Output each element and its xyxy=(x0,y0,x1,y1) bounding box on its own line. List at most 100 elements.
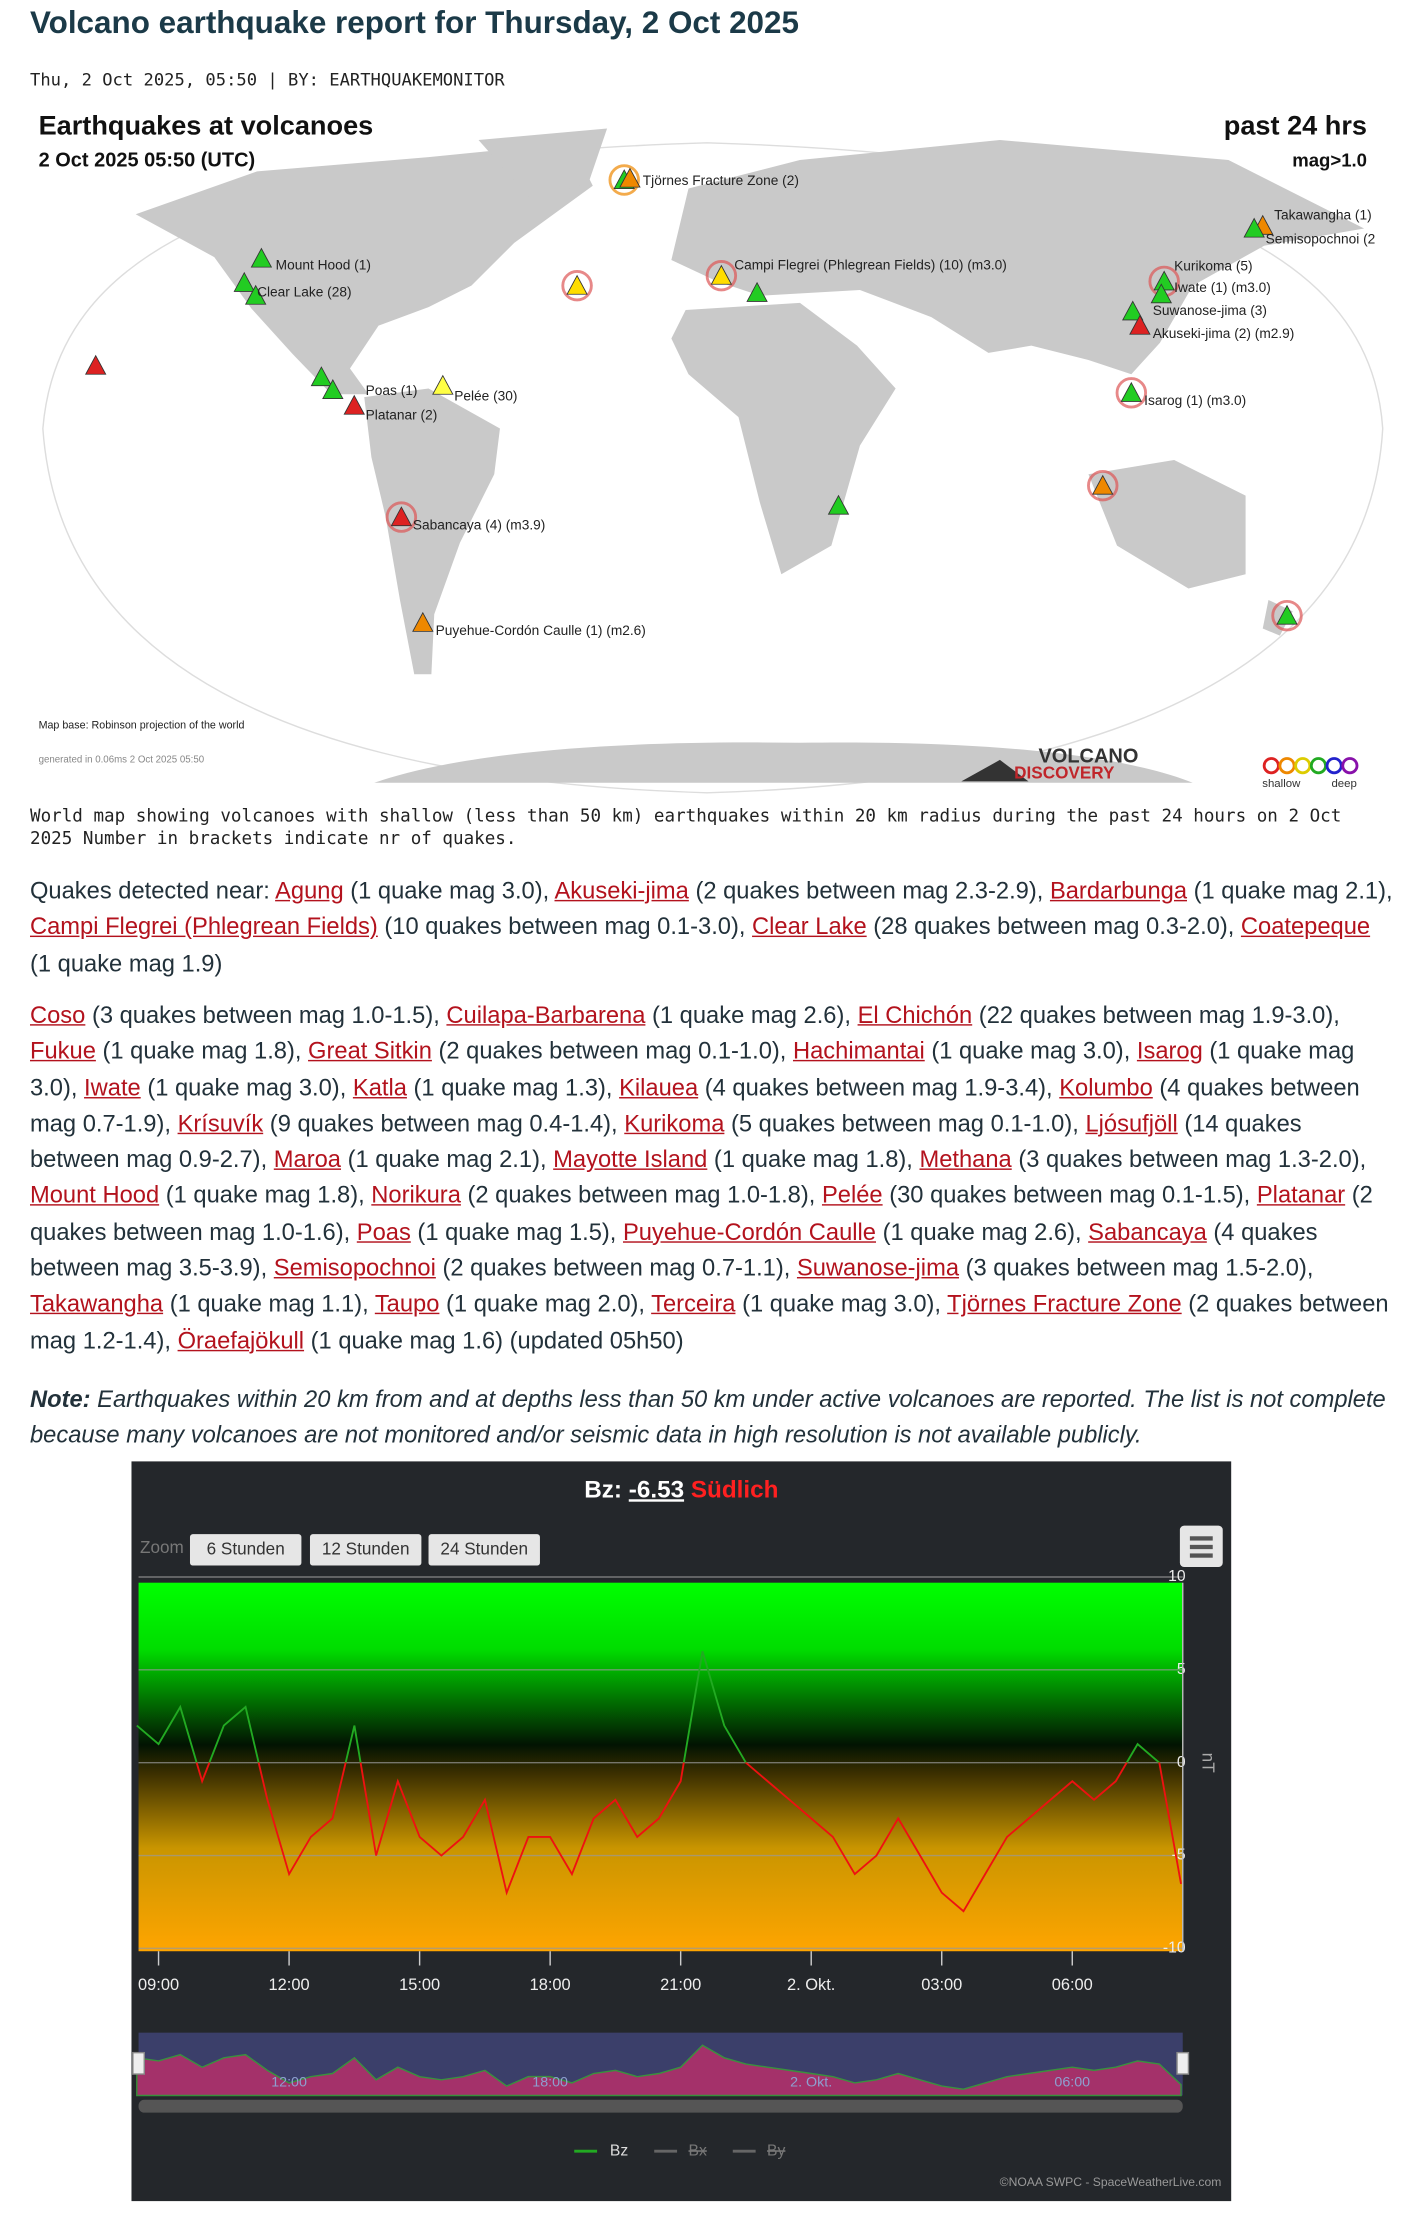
volcano-link[interactable]: Platanar xyxy=(1256,1182,1346,1210)
map-label: Iwate (1) (m3.0) xyxy=(1174,280,1271,295)
y-tick-label: 0 xyxy=(1177,1754,1186,1771)
map-label: Suwanose-jima (3) xyxy=(1153,303,1267,318)
marker-ring xyxy=(1115,377,1148,409)
logo-top: VOLCANO xyxy=(1038,745,1138,767)
menu-icon-bar xyxy=(1189,1536,1213,1541)
volcano-link[interactable]: Semisopochnoi xyxy=(273,1254,436,1282)
quake-detail: (1 quake mag 2.1), xyxy=(347,1145,547,1174)
x-tick-label: 18:00 xyxy=(530,1976,571,1994)
x-tick-label: 03:00 xyxy=(921,1976,962,1994)
volcano-marker xyxy=(746,281,768,302)
volcano-link[interactable]: Kurikoma xyxy=(624,1109,725,1137)
logo-bottom: DISCOVERY xyxy=(1014,763,1115,783)
title-part: -6.53 xyxy=(629,1477,684,1504)
volcano-link[interactable]: Iwate xyxy=(84,1073,141,1101)
quake-detail: (1 quake mag 2.1), xyxy=(1193,877,1393,905)
navigator-label: 18:00 xyxy=(532,2074,568,2090)
volcano-marker xyxy=(250,247,273,268)
volcano-link[interactable]: Mayotte Island xyxy=(553,1145,708,1174)
map-magnitude: mag>1.0 xyxy=(1292,149,1367,170)
volcano-marker xyxy=(566,274,588,295)
volcano-link[interactable]: Terceira xyxy=(651,1290,736,1318)
volcano-link[interactable]: Kilauea xyxy=(619,1073,699,1101)
legend-label[interactable]: By xyxy=(767,2142,785,2159)
volcano-link[interactable]: Hachimantai xyxy=(792,1037,925,1065)
volcano-marker xyxy=(1120,381,1143,402)
volcano-marker xyxy=(244,284,267,305)
legend-label[interactable]: Bz xyxy=(610,2142,628,2159)
zoom-button[interactable] xyxy=(428,1534,540,1566)
volcano-link[interactable]: Coso xyxy=(29,1001,86,1029)
quake-detail: (2 quakes between mag 0.7-1.1), xyxy=(442,1254,791,1282)
volcano-link[interactable]: Fukue xyxy=(29,1037,96,1065)
map-label: Platanar (2) xyxy=(366,407,438,422)
quake-detail: (1 quake mag 3.0), xyxy=(931,1037,1131,1065)
map-label: Isarog (1) (m3.0) xyxy=(1144,393,1246,408)
volcano-link[interactable]: Campi Flegrei (Phlegrean Fields) xyxy=(29,913,378,941)
volcano-link[interactable]: El Chichón xyxy=(857,1001,973,1029)
volcano-link[interactable]: Norikura xyxy=(371,1182,461,1210)
volcano-link[interactable]: Suwanose-jima xyxy=(796,1254,960,1282)
volcano-marker xyxy=(710,264,733,285)
map-label: Puyehue-Cordón Caulle (1) (m2.6) xyxy=(436,623,646,638)
quake-detail: (1 quake mag 3.0), xyxy=(350,877,550,905)
quake-detail: (1 quake mag 2.6), xyxy=(882,1218,1082,1246)
zoom-button-label[interactable]: 24 Stunden xyxy=(440,1538,528,1558)
legend-label[interactable]: Bx xyxy=(689,2142,707,2159)
volcano-link[interactable]: Tjörnes Fracture Zone xyxy=(947,1290,1182,1318)
volcano-link[interactable]: Katla xyxy=(352,1073,407,1101)
volcano-link[interactable]: Krísuvík xyxy=(177,1109,264,1137)
quake-detail: (9 quakes between mag 0.4-1.4), xyxy=(269,1109,618,1137)
quake-detail: (3 quakes between mag 1.3-2.0), xyxy=(1018,1145,1367,1174)
volcano-link[interactable]: Agung xyxy=(275,877,344,905)
map-label: Clear Lake (28) xyxy=(257,284,351,299)
map-generated: generated in 0.06ms 2 Oct 2025 05:50 xyxy=(39,754,205,765)
volcano-link[interactable]: Kolumbo xyxy=(1059,1073,1153,1101)
volcano-link[interactable]: Coatepeque xyxy=(1240,913,1371,941)
y-tick-label: -10 xyxy=(1163,1940,1186,1957)
volcano-link[interactable]: Bardarbunga xyxy=(1049,877,1188,905)
volcano-link[interactable]: Great Sitkin xyxy=(308,1037,432,1065)
navigator-handle[interactable] xyxy=(1176,2051,1190,2075)
marker-ring xyxy=(385,501,418,533)
volcano-link[interactable]: Akuseki-jima xyxy=(554,877,689,905)
volcano-link[interactable]: Pelée xyxy=(821,1182,883,1210)
map-label: Takawangha (1) xyxy=(1274,207,1372,222)
quake-detail: (30 quakes between mag 0.1-1.5), xyxy=(889,1182,1251,1210)
volcano-link[interactable]: Isarog xyxy=(1136,1037,1203,1065)
quake-detail: (22 quakes between mag 1.9-3.0), xyxy=(978,1001,1340,1029)
zoom-button[interactable] xyxy=(189,1534,302,1566)
volcano-marker xyxy=(619,167,641,188)
volcano-link[interactable]: Öraefajökull xyxy=(177,1326,305,1354)
volcano-link[interactable]: Taupo xyxy=(374,1290,440,1318)
navigator-label: 06:00 xyxy=(1054,2074,1090,2090)
quake-detail: (3 quakes between mag 1.5-2.0), xyxy=(965,1254,1314,1282)
map-period: past 24 hrs xyxy=(1224,109,1367,140)
volcano-link[interactable]: Poas xyxy=(356,1218,411,1246)
volcano-link[interactable]: Sabancaya xyxy=(1088,1218,1207,1246)
zoom-button-label[interactable]: 6 Stunden xyxy=(207,1538,285,1558)
x-tick-label: 2. Okt. xyxy=(787,1976,835,1994)
legend-shallow: shallow xyxy=(1262,778,1301,790)
quake-detail: (1 quake mag 1.8), xyxy=(165,1182,365,1210)
updated-note: (updated 05h50) xyxy=(509,1326,684,1354)
navigator-area xyxy=(136,2044,1182,2097)
x-tick-label: 15:00 xyxy=(399,1976,440,1994)
quakes-paragraph: Quakes detected near: Agung (1 quake mag… xyxy=(30,873,1394,981)
volcano-link[interactable]: Cuilapa-Barbarena xyxy=(446,1001,646,1029)
volcano-link[interactable]: Maroa xyxy=(273,1145,341,1174)
navigator-scrollbar xyxy=(138,2099,1183,2113)
volcano-link[interactable]: Mount Hood xyxy=(29,1182,160,1210)
volcano-link[interactable]: Clear Lake xyxy=(752,913,867,941)
volcano-link[interactable]: Methana xyxy=(919,1145,1012,1174)
volcano-link[interactable]: Takawangha xyxy=(29,1290,164,1318)
volcano-link[interactable]: Ljósufjöll xyxy=(1085,1109,1178,1137)
quake-detail: (3 quakes between mag 1.0-1.5), xyxy=(91,1001,440,1029)
navigator-handle[interactable] xyxy=(132,2051,145,2075)
chart-credit: ©NOAA SWPC - SpaceWeatherLive.com xyxy=(1000,2175,1222,2189)
quake-detail: (1 quake mag 1.8), xyxy=(713,1145,913,1174)
zoom-button-label[interactable]: 12 Stunden xyxy=(322,1538,410,1558)
volcano-link[interactable]: Puyehue-Cordón Caulle xyxy=(622,1218,877,1246)
zoom-button[interactable] xyxy=(309,1534,422,1566)
